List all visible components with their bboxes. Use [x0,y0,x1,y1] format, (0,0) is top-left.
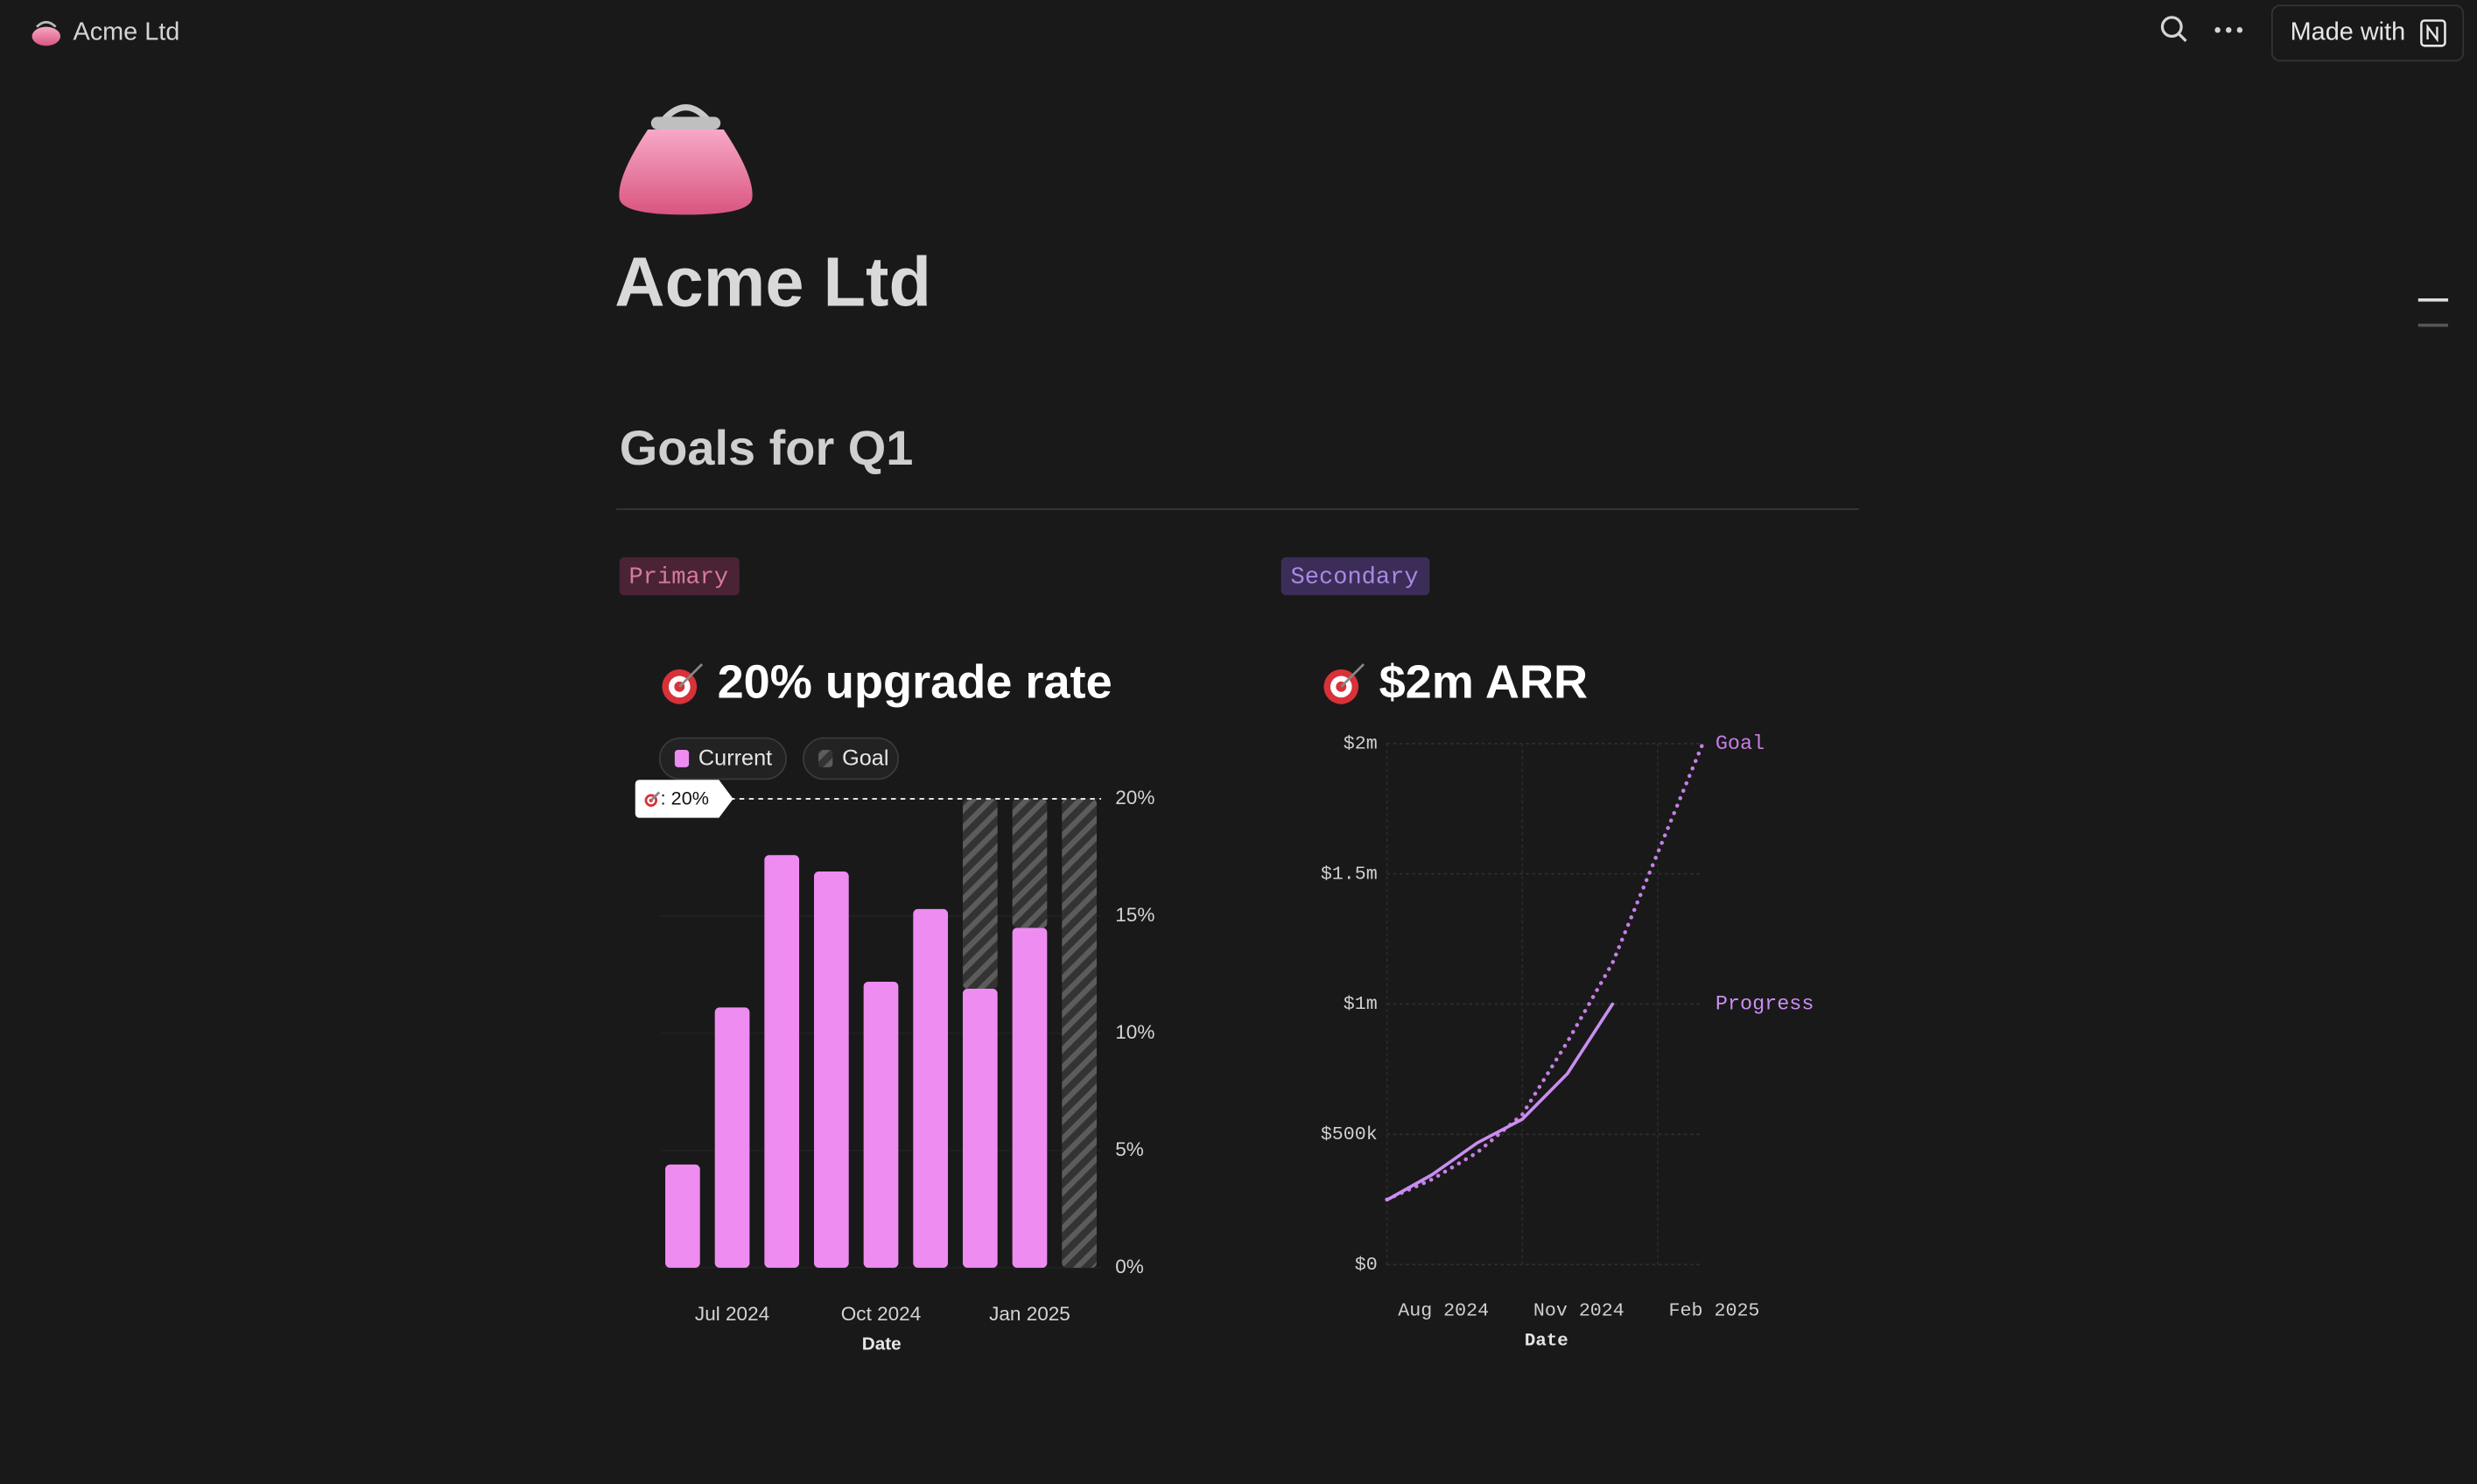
y-tick-label: 10% [1115,1021,1154,1043]
chart-title: $2m ARR [1379,655,1589,708]
bar [1012,928,1048,1268]
y-tick-label: $0 [1355,1254,1378,1276]
x-tick-label: Jan 2025 [989,1303,1070,1325]
y-tick-label: 0% [1115,1256,1144,1278]
bar [913,908,949,1268]
y-tick-label: $500k [1321,1124,1378,1145]
target-icon [678,663,704,688]
series-label: Progress [1716,993,1814,1017]
workspace-link[interactable]: Acme Ltd [32,18,180,46]
bar [962,798,998,989]
made-with-label[interactable]: Made with [2291,18,2406,46]
search-button[interactable] [2160,16,2187,43]
dot [2236,27,2243,33]
chart-title: 20% upgrade rate [718,655,1112,708]
goal-line [1385,741,1705,1202]
series-label: Goal [1716,732,1765,756]
bar [764,855,800,1268]
purse-clasp [661,104,711,122]
x-axis-label: Date [862,1334,902,1354]
more-button[interactable] [2214,27,2243,33]
chart-arr: Secondary $2m ARR $0 $500k $1m $1.5m $2m Aug 20… [1281,556,1814,1351]
workspace-icon [32,26,61,46]
section-heading: Goals for Q1 [620,420,914,475]
x-axis-label: Date [1525,1331,1568,1351]
bar [665,1164,700,1268]
y-tick-label: $1m [1344,993,1378,1015]
legend-swatch [818,750,833,767]
button-frame [2270,4,2465,62]
dot [2226,27,2232,33]
x-tick-label: Aug 2024 [1398,1299,1489,1321]
tag-label: Primary [629,564,729,592]
purse-body [619,129,753,215]
page-title: Acme Ltd [614,242,931,320]
y-tick-label: 15% [1115,904,1154,926]
legend-label: Current [698,746,772,771]
bar [1062,798,1097,1268]
tag-chip [1281,556,1430,596]
bar [714,1007,750,1268]
y-tick-label: 20% [1115,787,1154,808]
tag-chip [619,556,740,596]
search-icon-handle [2178,32,2187,43]
x-tick-label: Jul 2024 [695,1303,769,1325]
tag-label: Secondary [1291,564,1419,592]
workspace-icon-clasp [36,20,57,28]
x-tick-label: Nov 2024 [1533,1299,1624,1321]
dot [2214,27,2221,33]
legend-swatch [674,750,690,767]
goal-badge-label: : 20% [661,788,709,809]
legend-chip [803,737,900,780]
y-tick-label: $1.5m [1321,863,1378,885]
x-tick-label: Oct 2024 [841,1303,922,1325]
purse-frame [650,116,721,130]
progress-line [1385,1002,1615,1202]
chart-upgrade-rate: Primary 20% upgrade rate Current Goal 0% 5% 10… [619,556,1154,1354]
made-with-button[interactable]: Made with [2270,4,2465,62]
notion-logo-n [2426,24,2438,43]
y-tick-label: $2m [1344,733,1378,755]
page-icon [619,104,753,215]
search-icon [2160,16,2183,38]
target-icon [649,791,661,802]
bar [1012,798,1048,928]
x-tick-label: Feb 2025 [1669,1299,1760,1321]
bar [863,981,899,1268]
legend-label: Goal [842,746,888,771]
workspace-name[interactable]: Acme Ltd [73,18,179,46]
target-icon [1340,663,1365,688]
goal-badge [635,780,733,818]
notion-logo [2420,19,2446,47]
legend-chip [658,737,787,780]
bar [962,988,998,1268]
y-tick-label: 5% [1115,1138,1144,1160]
bar [814,872,849,1268]
